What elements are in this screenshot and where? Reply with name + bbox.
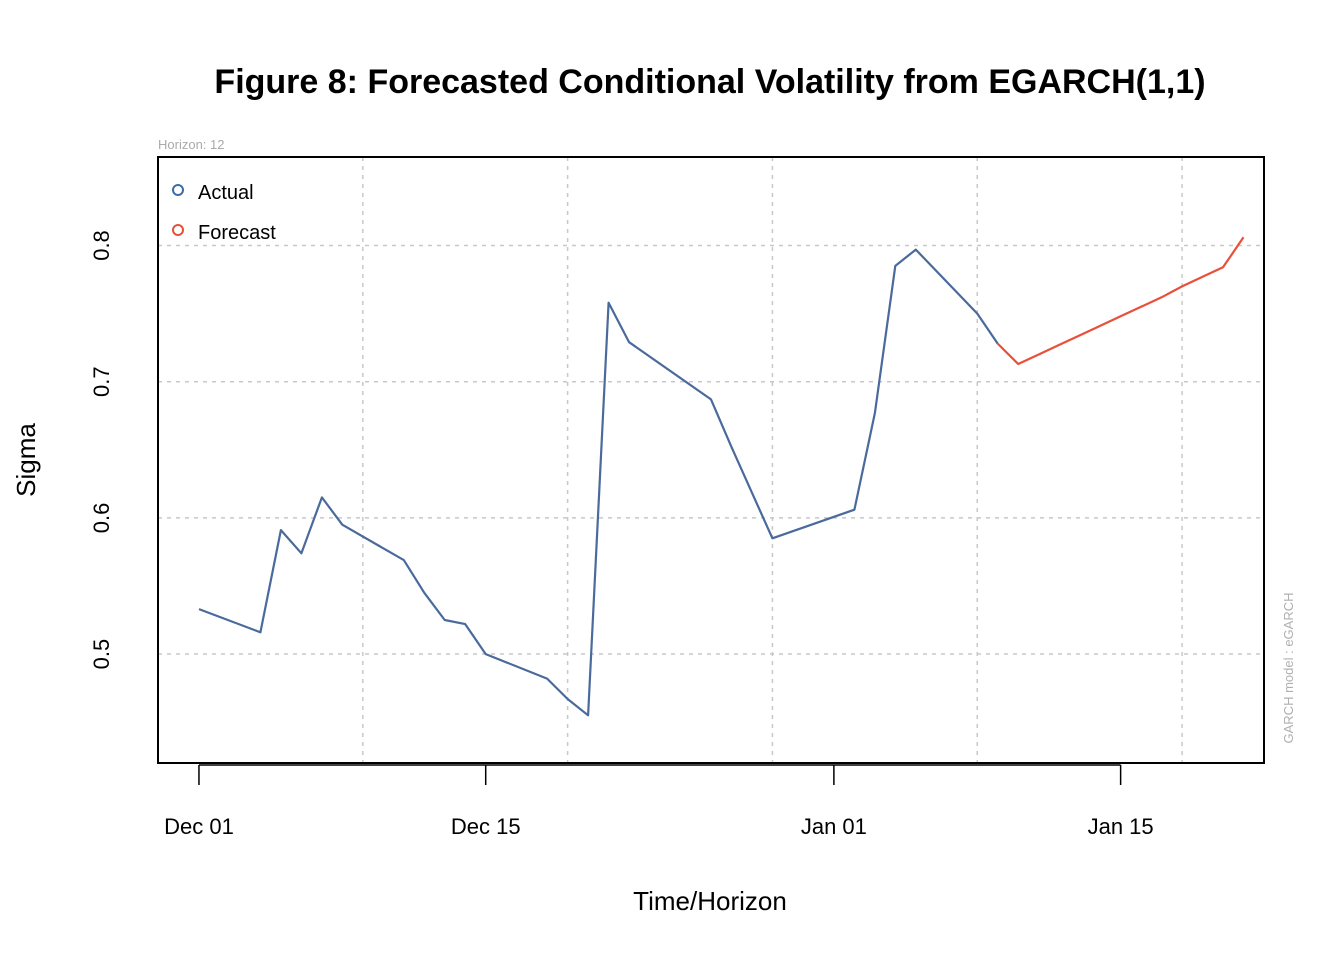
- y-axis-label: Sigma: [11, 423, 41, 497]
- y-tick-label: 0.5: [89, 639, 114, 670]
- y-tick-label: 0.7: [89, 366, 114, 397]
- legend-marker-actual: [172, 184, 184, 196]
- x-tick-label: Jan 01: [801, 814, 867, 839]
- x-axis: Dec 01 Dec 15 Jan 01 Jan 15: [164, 764, 1154, 839]
- legend: Actual Forecast: [172, 182, 276, 244]
- series-lines: [198, 236, 1245, 717]
- legend-label-forecast: Forecast: [198, 222, 276, 244]
- series-line-actual: [198, 248, 999, 717]
- chart-subtitle: Horizon: 12: [158, 137, 224, 152]
- x-tick-label: Dec 01: [164, 814, 234, 839]
- y-axis: 0.5 0.6 0.7 0.8: [89, 230, 114, 669]
- chart-title: Figure 8: Forecasted Conditional Volatil…: [214, 63, 1205, 101]
- grid-lines: [158, 157, 1264, 763]
- x-tick-label: Dec 15: [451, 814, 521, 839]
- x-tick-label: Jan 15: [1088, 814, 1154, 839]
- legend-marker-forecast: [172, 224, 184, 236]
- y-tick-label: 0.6: [89, 503, 114, 534]
- legend-label-actual: Actual: [198, 182, 254, 204]
- x-axis-label: Time/Horizon: [633, 886, 787, 916]
- model-side-note: GARCH model : eGARCH: [1281, 593, 1296, 744]
- series-line-forecast: [996, 236, 1245, 366]
- y-tick-label: 0.8: [89, 230, 114, 261]
- plot-border: [157, 156, 1265, 764]
